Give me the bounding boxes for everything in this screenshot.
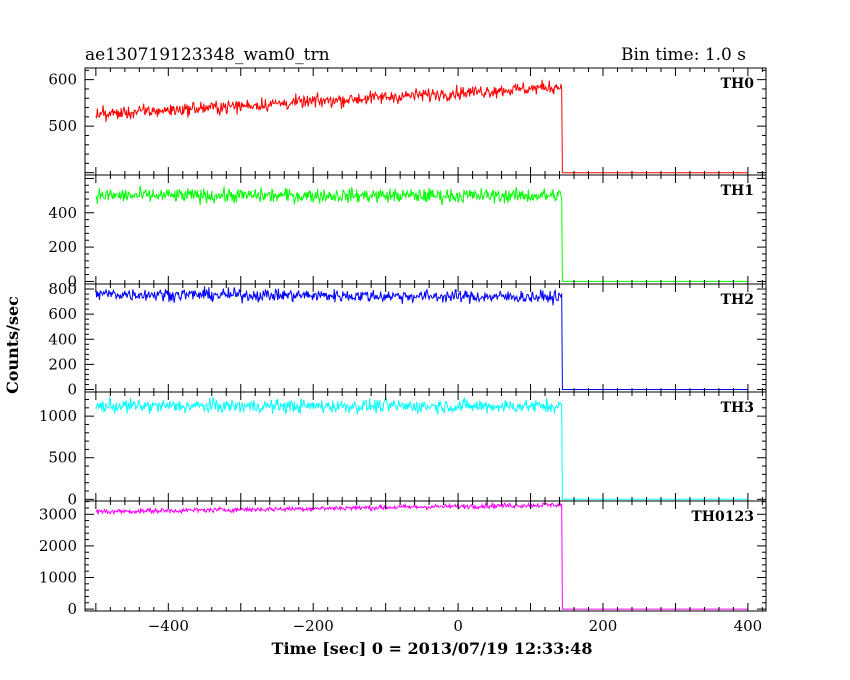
x-tick-label: −200: [293, 617, 334, 635]
series-line-th0: [95, 79, 748, 174]
panel-label-th0: TH0: [721, 76, 755, 92]
y-tick-label: 0: [67, 380, 77, 398]
panel-label-th3: TH3: [721, 400, 754, 416]
panel-frame-th0123: [84, 500, 767, 612]
series-line-th1: [95, 185, 748, 282]
y-tick-label: 800: [48, 280, 77, 298]
x-tick-label: −400: [148, 617, 189, 635]
y-tick-label: 0: [67, 600, 77, 618]
x-tick-label: 200: [589, 617, 618, 635]
x-axis-label: Time [sec] 0 = 2013/07/19 12:33:48: [272, 639, 593, 658]
y-tick-label: 200: [48, 238, 77, 256]
y-tick-label: 200: [48, 355, 77, 373]
y-tick-label: 1000: [39, 568, 77, 586]
panels-group: 500 600 TH0 0 200 400 TH1 0 200 400 600 800 TH2 0 500 1…: [39, 67, 767, 635]
x-tick-label: 400: [734, 617, 763, 635]
y-tick-label: 600: [48, 71, 77, 89]
series-line-th0123: [95, 501, 748, 610]
y-tick-label: 3000: [39, 505, 77, 523]
panel-frame-th0: [84, 67, 767, 176]
chart-title: ae130719123348_wam0_trn: [85, 45, 330, 65]
y-tick-label: 0: [67, 272, 77, 290]
y-tick-label: 500: [48, 117, 77, 135]
bin-time-label: Bin time: 1.0 s: [621, 45, 746, 65]
y-axis-label: Counts/sec: [3, 296, 22, 394]
series-line-th2: [95, 286, 748, 390]
panel-label-th0123: TH0123: [691, 509, 754, 525]
y-tick-label: 400: [48, 204, 77, 222]
panel-label-th2: TH2: [721, 292, 754, 308]
series-line-th3: [95, 396, 748, 500]
y-tick-label: 400: [48, 330, 77, 348]
y-tick-label: 500: [48, 449, 77, 467]
panel-frame-th2: [84, 283, 767, 393]
y-tick-label: 1000: [39, 407, 77, 425]
y-tick-label: 0: [67, 490, 77, 508]
panel-label-th1: TH1: [721, 183, 754, 199]
y-tick-label: 2000: [39, 537, 77, 555]
y-tick-label: 600: [48, 305, 77, 323]
x-tick-label: 0: [453, 617, 463, 635]
